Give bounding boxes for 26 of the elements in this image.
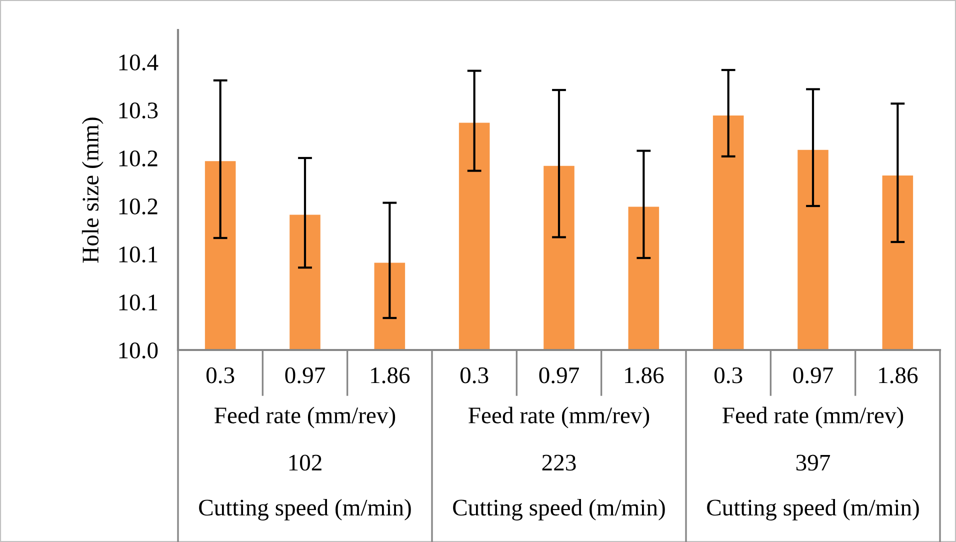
text: Feed rate (mm/rev) bbox=[468, 406, 650, 428]
text: 397 bbox=[796, 454, 830, 471]
x-tick-label: 0.3 bbox=[206, 367, 234, 384]
y-tick-label: 10.1 bbox=[119, 246, 158, 263]
text: Cutting speed (m/min) bbox=[199, 499, 411, 520]
text: Feed rate (mm/rev) bbox=[722, 406, 904, 428]
x-tick-label: 0.3 bbox=[460, 367, 488, 384]
y-tick-label: 10.2 bbox=[119, 198, 158, 215]
x-tick-label: 0.97 bbox=[793, 367, 833, 384]
text: 223 bbox=[542, 454, 576, 471]
text: 102 bbox=[289, 454, 322, 471]
x-tick-label: 1.86 bbox=[625, 367, 664, 384]
text: Feed rate (mm/rev) bbox=[214, 406, 396, 428]
y-tick-label: 10.3 bbox=[119, 102, 158, 119]
text: Cutting speed (m/min) bbox=[453, 499, 665, 520]
y-tick-label: 10.4 bbox=[119, 54, 158, 71]
x-tick-label: 0.3 bbox=[714, 367, 742, 384]
text: Cutting speed (m/min) bbox=[707, 499, 919, 520]
y-tick-label: 10.2 bbox=[119, 150, 158, 167]
x-tick-label: 1.86 bbox=[371, 367, 410, 384]
x-tick-label: 1.86 bbox=[879, 367, 918, 384]
y-tick-label: 10.1 bbox=[119, 294, 158, 311]
y-tick-label: 10.0 bbox=[119, 342, 158, 359]
x-tick-label: 0.97 bbox=[285, 367, 325, 384]
x-tick-label: 0.97 bbox=[539, 367, 579, 384]
y-axis-title: Hole size (mm) bbox=[82, 118, 104, 263]
